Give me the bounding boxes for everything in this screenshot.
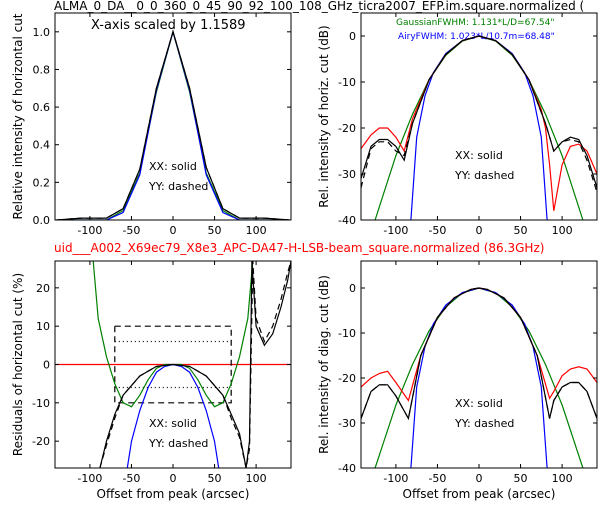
y-tick-label: -20: [32, 435, 50, 448]
y-tick-label: -30: [338, 168, 356, 181]
series-line-xx_red: [361, 287, 597, 402]
annotation-xx: XX: solid: [149, 417, 197, 430]
y-tick-label: 10: [36, 320, 50, 333]
axes-frame: [360, 12, 598, 221]
y-axis-label: Relative intensity of horizontal cut: [11, 13, 25, 219]
y-tick-label: -40: [338, 214, 356, 227]
series-line-gauss: [92, 261, 254, 408]
x-tick-label: 100: [246, 224, 267, 237]
y-tick-label: -10: [338, 76, 356, 89]
x-tick-label: 50: [208, 472, 222, 485]
x-scaled-label: X-axis scaled by 1.1589: [91, 18, 246, 33]
gauss-fwhm-label: GaussianFWHM: 1.131*L/D=67.54": [396, 18, 554, 28]
plot-area-br: [361, 287, 597, 468]
x-tick-label: -50: [122, 224, 140, 237]
y-tick-label: 0.2: [33, 176, 51, 189]
y-tick-label: -30: [338, 417, 356, 430]
y-tick-label: 0.6: [33, 101, 51, 114]
annotation-yy: YY: dashed: [454, 169, 514, 182]
x-tick-label: 100: [246, 472, 267, 485]
series-line-xx_red: [361, 35, 597, 211]
x-tick-label: -100: [77, 224, 102, 237]
y-axis-label: Rel. intensity of horiz. cut (dB): [317, 25, 331, 207]
x-tick-label: -50: [122, 472, 140, 485]
y-tick-label: -20: [338, 372, 356, 385]
y-tick-label: 0.4: [33, 139, 51, 152]
y-tick-label: 0.0: [33, 214, 51, 227]
x-tick-label: 50: [514, 472, 528, 485]
y-tick-label: 0: [349, 282, 356, 295]
y-axis-label: Rel. intensity of diag. cut (dB): [317, 275, 331, 454]
series-line-yy: [56, 29, 290, 220]
y-tick-label: -20: [338, 122, 356, 135]
chart-tl: -100 -50 0 50 100 0.0 0.2 0.4 0.6 0.8 1.0 Relative …: [11, 12, 292, 237]
x-tick-label: 0: [170, 224, 177, 237]
annotation-yy: YY: dashed: [148, 180, 208, 193]
series-line-yy: [361, 35, 597, 193]
y-tick-label: 0: [43, 359, 50, 372]
plot-area-tr: [361, 35, 597, 220]
x-tick-label: 50: [208, 224, 222, 237]
axes-frame: [360, 260, 598, 469]
x-tick-label: -100: [77, 472, 102, 485]
series-line-yy: [99, 261, 291, 468]
top-title: ALMA_0_DA__0_0_360_0_45_90_92_100_108_GH…: [54, 0, 584, 13]
y-tick-label: -10: [32, 397, 50, 410]
x-tick-label: -50: [428, 472, 446, 485]
y-tick-label: -40: [338, 462, 356, 475]
x-axis-label: Offset from peak (arcsec): [97, 487, 250, 501]
x-tick-label: -50: [428, 224, 446, 237]
x-tick-label: 50: [514, 224, 528, 237]
x-tick-label: -100: [383, 472, 408, 485]
series-line-airy: [410, 35, 548, 220]
chart-tr: -100 -50 0 50 100 0 -10 -20 -30 -40 Rel. intensity…: [317, 12, 598, 237]
series-line-yy: [361, 287, 597, 421]
x-tick-label: 0: [170, 472, 177, 485]
series-line-airy: [410, 287, 548, 468]
annotation-xx: XX: solid: [455, 149, 503, 162]
plot-area-bl: [55, 261, 291, 468]
x-tick-label: 0: [476, 472, 483, 485]
y-tick-label: 1.0: [33, 26, 51, 39]
annotation-yy: YY: dashed: [148, 437, 208, 450]
mid-title: uid___A002_X69ec79_X8e3_APC-DA47-H-LSB-b…: [54, 241, 544, 255]
series-line-gauss: [374, 287, 584, 468]
annotation-xx: XX: solid: [149, 160, 197, 173]
series-line-box_dash: [114, 325, 232, 404]
y-tick-label: 20: [36, 282, 50, 295]
x-tick-label: -100: [383, 224, 408, 237]
x-tick-label: 100: [552, 472, 573, 485]
y-tick-label: 0: [349, 30, 356, 43]
x-tick-label: 0: [476, 224, 483, 237]
annotation-yy: YY: dashed: [454, 417, 514, 430]
x-tick-label: 100: [552, 224, 573, 237]
plot-area-tl: [56, 29, 290, 220]
annotation-xx: XX: solid: [455, 397, 503, 410]
chart-br: -100 -50 0 50 100 0 -10 -20 -30 -40 Rel. intensity…: [317, 260, 598, 501]
x-axis-label: Offset from peak (arcsec): [403, 487, 556, 501]
y-tick-label: -10: [338, 327, 356, 340]
y-axis-label: Residuals of horizontal cut (%): [11, 273, 25, 456]
y-tick-label: 0.8: [33, 63, 51, 76]
